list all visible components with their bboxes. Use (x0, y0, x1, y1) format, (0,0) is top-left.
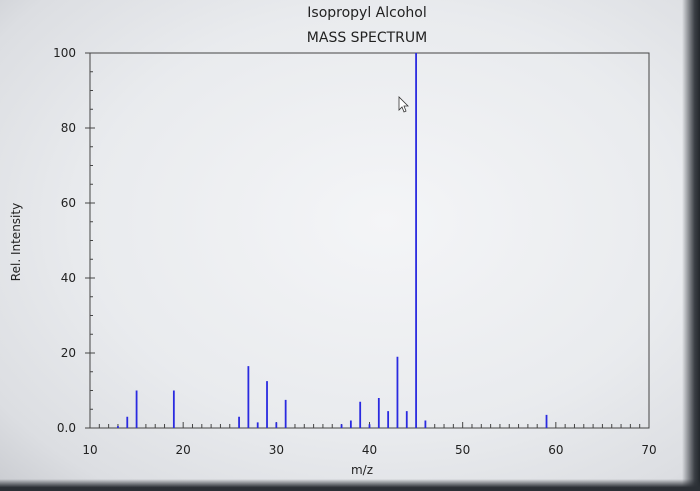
axis-ticks: 10 20 30 40 50 60 70 0.0 20 40 60 80 100 (53, 46, 657, 457)
y-tick-label: 20 (61, 346, 76, 360)
x-tick-label: 20 (176, 443, 191, 457)
x-tick-label: 70 (641, 443, 656, 457)
mouse-cursor-icon (398, 96, 409, 113)
chart-subtitle: MASS SPECTRUM (307, 30, 427, 46)
x-tick-label: 40 (362, 443, 377, 457)
y-tick-label: 60 (61, 196, 76, 210)
x-axis-label: m/z (351, 463, 373, 477)
monitor-bezel-right (682, 0, 700, 491)
spectrum-peaks (117, 53, 548, 428)
y-tick-label: 100 (53, 46, 76, 60)
x-tick-label: 10 (82, 443, 97, 457)
x-tick-label: 50 (455, 443, 470, 457)
y-axis-label: Rel. Intensity (9, 203, 23, 281)
y-tick-label: 80 (61, 121, 76, 135)
y-tick-label: 40 (61, 271, 76, 285)
plot-frame (89, 52, 650, 429)
monitor-bezel-bottom (0, 479, 700, 491)
chart-title: Isopropyl Alcohol (307, 5, 426, 21)
x-tick-label: 60 (548, 443, 563, 457)
x-tick-label: 30 (269, 443, 284, 457)
y-tick-label: 0.0 (57, 421, 76, 435)
